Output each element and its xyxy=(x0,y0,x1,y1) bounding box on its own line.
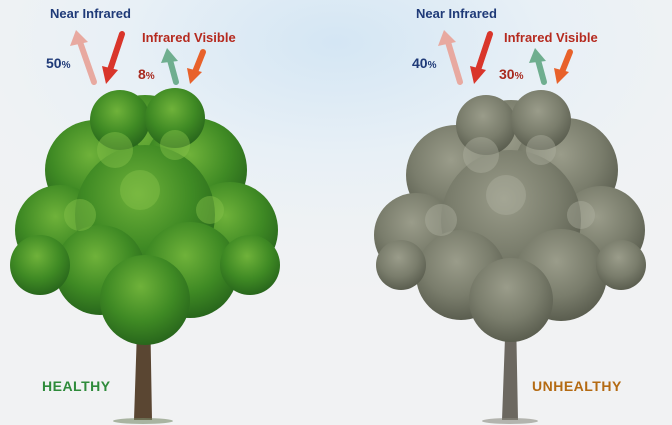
infrared-visible-percent: 8% xyxy=(138,66,155,82)
reflected-visible-arrow xyxy=(161,48,179,85)
near-infrared-label: Near Infrared xyxy=(416,6,497,21)
infrared-visible-percent: 30% xyxy=(499,66,524,82)
healthy-tree-icon xyxy=(10,88,280,424)
unhealthy-status-label: UNHEALTHY xyxy=(532,378,622,394)
reflected-near-infrared-arrow xyxy=(438,30,463,85)
unhealthy-tree-icon xyxy=(374,90,646,424)
near-infrared-percent: 50% xyxy=(46,55,71,71)
incoming-near-infrared-arrow xyxy=(470,31,493,84)
unhealthy-panel: Near Infrared Infrared Visible 40% 30% U… xyxy=(336,0,672,425)
reflected-near-infrared-arrow xyxy=(70,30,97,85)
infrared-visible-label: Infrared Visible xyxy=(142,30,236,45)
incoming-visible-arrow xyxy=(187,49,206,84)
near-infrared-label: Near Infrared xyxy=(50,6,131,21)
incoming-visible-arrow xyxy=(554,49,573,84)
healthy-light-arrows xyxy=(70,30,206,85)
reflected-visible-arrow xyxy=(529,48,547,85)
near-infrared-percent: 40% xyxy=(412,55,437,71)
unhealthy-light-arrows xyxy=(438,30,573,85)
infrared-visible-label: Infrared Visible xyxy=(504,30,598,45)
incoming-near-infrared-arrow xyxy=(102,31,125,84)
healthy-panel: Near Infrared Infrared Visible 50% 8% HE… xyxy=(10,6,280,424)
healthy-status-label: HEALTHY xyxy=(42,378,111,394)
